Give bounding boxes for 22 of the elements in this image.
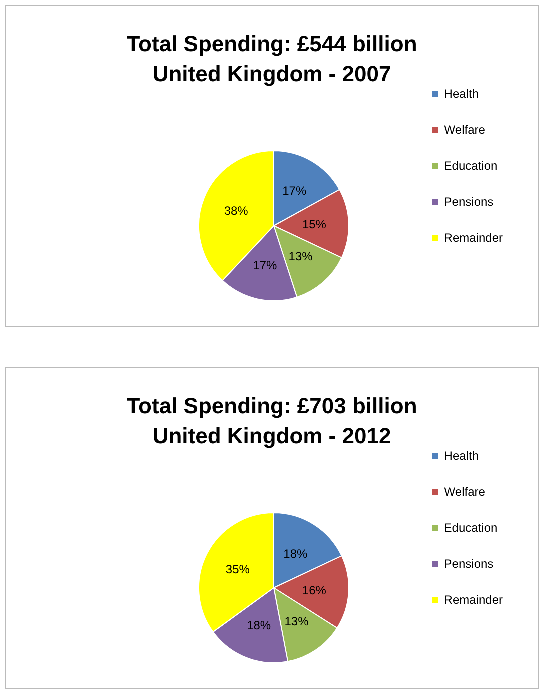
legend-label: Health — [444, 87, 479, 101]
chart-title: Total Spending: £544 billion United Kingdom - 2007 — [126, 32, 418, 86]
legend-label: Remainder — [444, 593, 504, 607]
legend-label: Welfare — [444, 123, 486, 137]
legend-label: Pensions — [444, 557, 494, 571]
data-label: 16% — [302, 584, 327, 598]
data-label: 13% — [284, 614, 310, 628]
legend-label: Pensions — [444, 195, 494, 209]
chart-title: Total Spending: £703 billion United Kingdom - 2012 — [126, 394, 418, 448]
legend-label: Education — [444, 159, 498, 173]
legend-label: Health — [444, 449, 479, 463]
data-label: 18% — [284, 546, 308, 561]
data-label: 38% — [224, 204, 249, 218]
data-label: 35% — [226, 562, 250, 577]
legend-label: Remainder — [444, 231, 504, 245]
data-label: 17% — [282, 184, 307, 198]
data-label: 13% — [288, 249, 314, 264]
legend-label: Welfare — [444, 485, 486, 499]
data-label: 18% — [247, 618, 272, 633]
data-label: 17% — [253, 258, 278, 273]
data-label: 15% — [302, 218, 327, 232]
legend-label: Education — [444, 521, 498, 535]
